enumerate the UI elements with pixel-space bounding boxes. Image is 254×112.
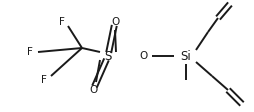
Text: F: F: [41, 75, 47, 85]
Text: Si: Si: [181, 50, 191, 62]
Text: O: O: [111, 17, 119, 27]
Text: O: O: [89, 85, 97, 95]
Text: F: F: [27, 47, 33, 57]
Text: S: S: [104, 50, 112, 62]
Text: O: O: [140, 51, 148, 61]
Text: F: F: [59, 17, 65, 27]
